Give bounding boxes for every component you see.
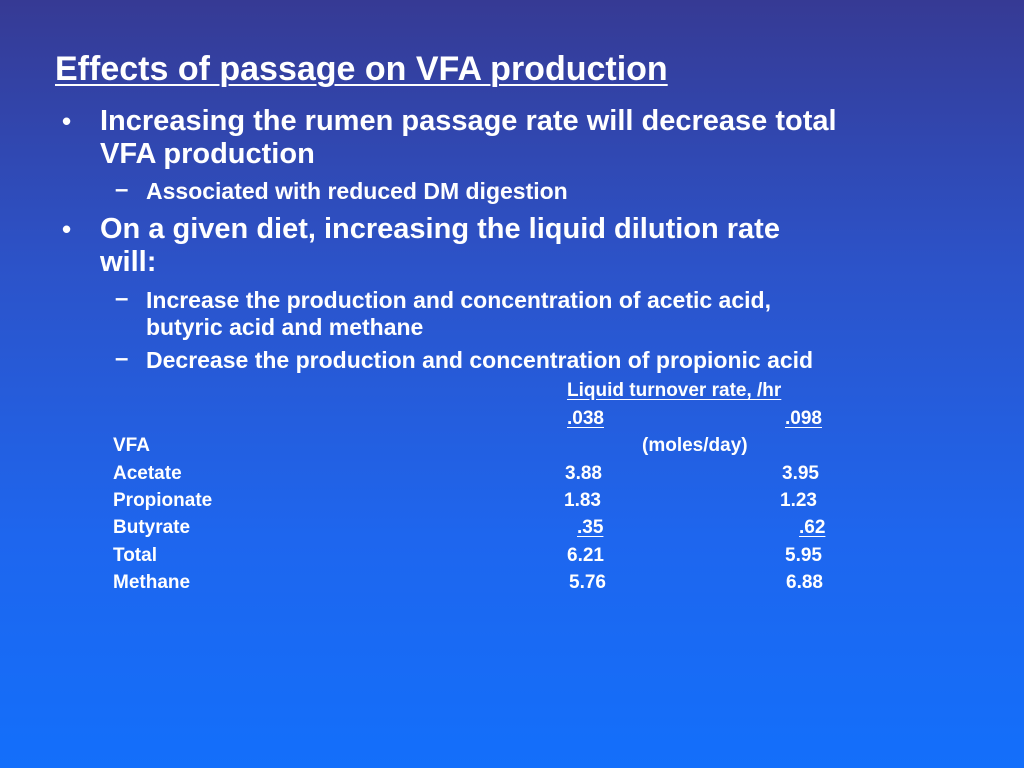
bullet-2-line-2: will: xyxy=(100,246,157,278)
row-label-propionate: Propionate xyxy=(113,490,213,511)
sub-bullet-2-1-line-1: Increase the production and concentratio… xyxy=(146,287,771,313)
sub-bullet-2-2: Decrease the production and concentratio… xyxy=(146,347,814,373)
sub-bullet-dash: – xyxy=(115,285,129,312)
rate-col-1-header: .038 xyxy=(567,408,604,429)
bullet-2-line-1: On a given diet, increasing the liquid d… xyxy=(100,213,780,245)
vfa-column-header: VFA xyxy=(113,435,150,456)
methane-value-038: 5.76 xyxy=(569,572,606,593)
sub-bullet-1-1: Associated with reduced DM digestion xyxy=(146,178,568,204)
rate-col-2-header: .098 xyxy=(785,408,822,429)
butyrate-value-038: .35 xyxy=(577,517,604,538)
bullet-dot: • xyxy=(62,214,72,244)
methane-value-098: 6.88 xyxy=(786,572,823,593)
total-value-098: 5.95 xyxy=(785,545,822,566)
row-label-butyrate: Butyrate xyxy=(113,517,191,538)
acetate-value-098: 3.95 xyxy=(782,463,819,484)
total-value-038: 6.21 xyxy=(567,545,604,566)
butyrate-value-098: .62 xyxy=(799,517,826,538)
row-label-total: Total xyxy=(113,545,157,566)
propionate-value-098: 1.23 xyxy=(780,490,817,511)
bullet-1-line-1: Increasing the rumen passage rate will d… xyxy=(100,105,837,137)
units-label: (moles/day) xyxy=(642,435,748,456)
table-header-liquid-turnover: Liquid turnover rate, /hr xyxy=(567,380,782,401)
acetate-value-038: 3.88 xyxy=(565,463,602,484)
sub-bullet-dash: – xyxy=(115,345,129,372)
row-label-methane: Methane xyxy=(113,572,191,593)
row-label-acetate: Acetate xyxy=(113,463,182,484)
bullet-1-line-2: VFA production xyxy=(100,138,315,170)
sub-bullet-2-1-line-2: butyric acid and methane xyxy=(146,314,424,340)
slide-title: Effects of passage on VFA production xyxy=(55,50,668,88)
bullet-dot: • xyxy=(62,106,72,136)
propionate-value-038: 1.83 xyxy=(564,490,601,511)
sub-bullet-dash: – xyxy=(115,176,129,203)
